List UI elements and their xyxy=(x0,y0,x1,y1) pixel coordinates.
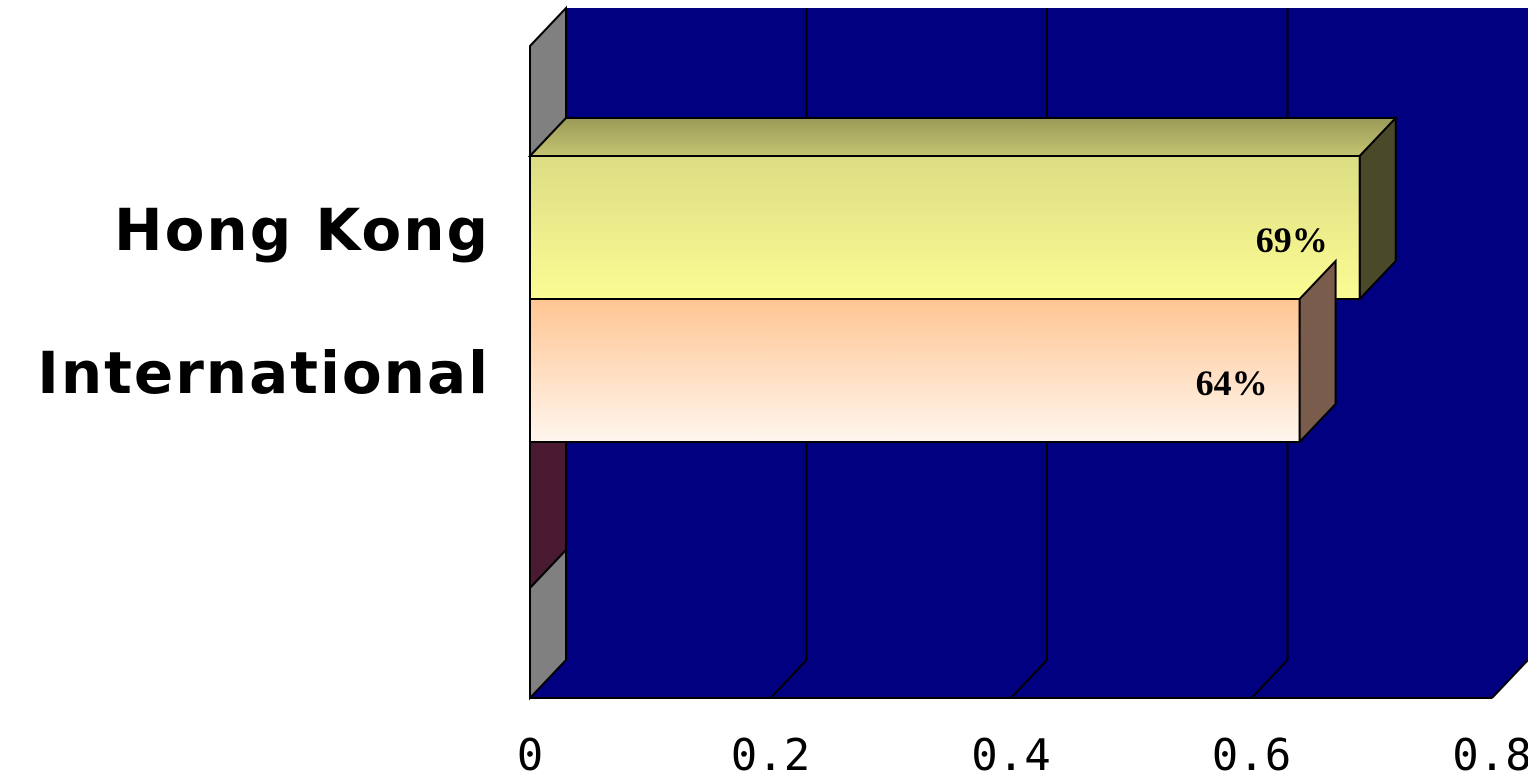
x-tick-label: 0.8 xyxy=(1452,730,1528,778)
gridline-floor xyxy=(769,659,808,699)
bar xyxy=(529,298,1301,443)
bar-top-face xyxy=(527,117,1399,157)
x-tick-label: 0.6 xyxy=(1212,730,1291,778)
data-label: 64% xyxy=(1196,363,1268,403)
data-label: 69% xyxy=(1256,220,1328,260)
gridline-floor xyxy=(1250,659,1289,699)
bar xyxy=(529,155,1361,300)
gridline-floor xyxy=(1491,659,1528,699)
gridline-floor xyxy=(1010,659,1048,699)
category-label: Hong Kong xyxy=(114,196,490,264)
x-tick-label: 0 xyxy=(517,730,544,778)
x-tick-label: 0.4 xyxy=(971,730,1050,778)
x-tick-label: 0.2 xyxy=(731,730,810,778)
category-label: International xyxy=(37,339,490,407)
